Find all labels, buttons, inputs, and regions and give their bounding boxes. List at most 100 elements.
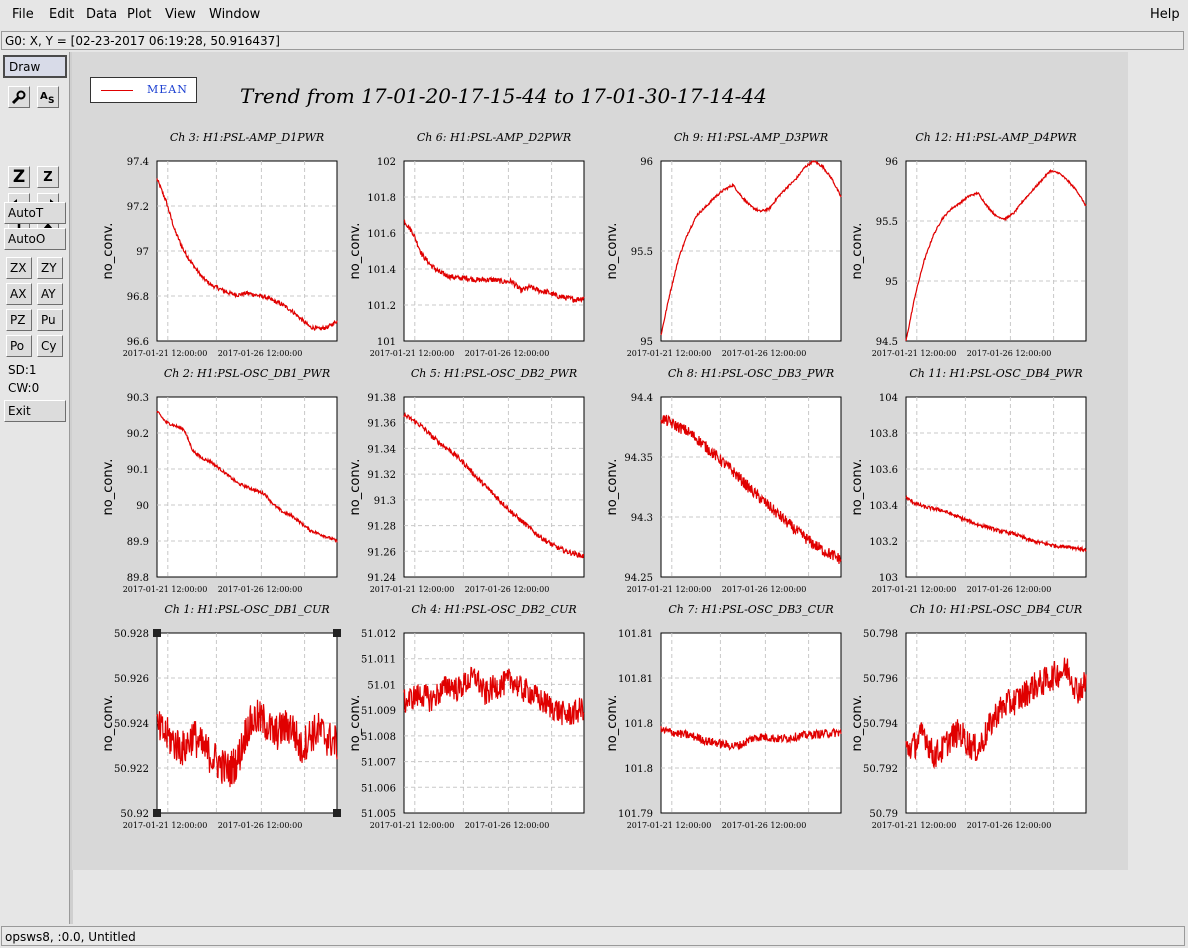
series-line bbox=[660, 414, 842, 565]
panel-title: Ch 12: H1:PSL-AMP_D4PWR bbox=[915, 131, 1076, 144]
cw-label: CW:0 bbox=[8, 381, 40, 395]
series-line bbox=[905, 657, 1087, 770]
x-tick-label: 2017-01-21 12:00:00 bbox=[627, 821, 712, 830]
legend-label: MEAN bbox=[147, 83, 188, 96]
magnify-icon[interactable] bbox=[8, 86, 30, 108]
exit-button[interactable]: Exit bbox=[4, 400, 66, 422]
x-tick-label: 2017-01-26 12:00:00 bbox=[967, 349, 1052, 358]
y-tick-label: 101.8 bbox=[367, 193, 396, 204]
series-line bbox=[905, 494, 1087, 553]
series-line bbox=[156, 699, 338, 788]
zx-button[interactable]: ZX bbox=[6, 257, 32, 279]
y-tick-label: 94.4 bbox=[631, 393, 653, 404]
y-tick-label: 95.5 bbox=[876, 217, 898, 228]
y-tick-label: 91.32 bbox=[367, 470, 396, 481]
x-tick-label: 2017-01-21 12:00:00 bbox=[370, 585, 455, 594]
zoom-z-small-icon[interactable]: Z bbox=[37, 166, 59, 188]
cy-button[interactable]: Cy bbox=[37, 335, 63, 357]
y-tick-label: 101.6 bbox=[367, 229, 396, 240]
y-axis-label: no_conv. bbox=[850, 223, 865, 280]
y-tick-label: 91.24 bbox=[367, 573, 396, 584]
zy-button[interactable]: ZY bbox=[37, 257, 63, 279]
y-axis-label: no_conv. bbox=[101, 223, 116, 280]
y-axis-label: no_conv. bbox=[348, 695, 363, 752]
autoo-button[interactable]: AutoO bbox=[4, 228, 66, 250]
y-tick-label: 101.2 bbox=[367, 301, 396, 312]
ay-button[interactable]: AY bbox=[37, 283, 63, 305]
ax-button[interactable]: AX bbox=[6, 283, 32, 305]
x-tick-label: 2017-01-21 12:00:00 bbox=[872, 349, 957, 358]
po-button[interactable]: Po bbox=[6, 335, 32, 357]
y-tick-label: 51.007 bbox=[361, 758, 396, 769]
y-tick-label: 95.5 bbox=[631, 247, 653, 258]
y-tick-label: 97 bbox=[136, 247, 149, 258]
y-tick-label: 101 bbox=[377, 337, 396, 348]
selection-handle bbox=[333, 809, 341, 817]
selection-handle bbox=[153, 809, 161, 817]
series-line bbox=[403, 666, 585, 726]
plot-frame bbox=[660, 160, 842, 342]
menu-view[interactable]: View bbox=[165, 7, 196, 22]
y-tick-label: 50.798 bbox=[863, 629, 898, 640]
x-tick-label: 2017-01-21 12:00:00 bbox=[872, 821, 957, 830]
series-line bbox=[156, 178, 338, 331]
menu-file[interactable]: File bbox=[12, 7, 34, 22]
y-axis-label: no_conv. bbox=[605, 695, 620, 752]
y-tick-label: 91.36 bbox=[367, 419, 396, 430]
y-tick-label: 103.4 bbox=[869, 501, 898, 512]
x-tick-label: 2017-01-26 12:00:00 bbox=[722, 821, 807, 830]
panel-title: Ch 5: H1:PSL-OSC_DB2_PWR bbox=[411, 367, 577, 380]
y-axis-label: no_conv. bbox=[605, 223, 620, 280]
series-line bbox=[905, 168, 1087, 341]
y-tick-label: 101.81 bbox=[618, 629, 653, 640]
draw-button[interactable]: Draw bbox=[3, 55, 67, 78]
y-axis-label: no_conv. bbox=[605, 459, 620, 516]
menu-window[interactable]: Window bbox=[209, 7, 261, 22]
y-axis-label: no_conv. bbox=[850, 459, 865, 516]
menu-edit[interactable]: Edit bbox=[49, 7, 75, 22]
y-tick-label: 96.6 bbox=[127, 337, 149, 348]
selection-handle bbox=[153, 629, 161, 637]
svg-text:A: A bbox=[40, 91, 48, 102]
y-tick-label: 96.8 bbox=[127, 292, 149, 303]
y-tick-label: 90.1 bbox=[127, 465, 149, 476]
x-tick-label: 2017-01-21 12:00:00 bbox=[627, 585, 712, 594]
menu-help[interactable]: Help bbox=[1150, 7, 1180, 22]
x-tick-label: 2017-01-21 12:00:00 bbox=[370, 821, 455, 830]
autot-button[interactable]: AutoT bbox=[4, 202, 66, 224]
pu-button[interactable]: Pu bbox=[37, 309, 63, 331]
sidebar-divider[interactable] bbox=[69, 52, 73, 924]
pz-button[interactable]: PZ bbox=[6, 309, 32, 331]
y-tick-label: 51.009 bbox=[361, 706, 396, 717]
panel-title: Ch 4: H1:PSL-OSC_DB2_CUR bbox=[411, 603, 576, 616]
legend: MEAN bbox=[90, 77, 197, 103]
y-tick-label: 89.9 bbox=[127, 537, 149, 548]
y-tick-label: 91.28 bbox=[367, 522, 396, 533]
y-tick-label: 50.924 bbox=[114, 719, 149, 730]
plot-frame bbox=[660, 632, 842, 814]
x-tick-label: 2017-01-26 12:00:00 bbox=[218, 821, 303, 830]
menu-data[interactable]: Data bbox=[86, 7, 118, 22]
panel-title: Ch 3: H1:PSL-AMP_D1PWR bbox=[170, 131, 324, 144]
panel-title: Ch 2: H1:PSL-OSC_DB1_PWR bbox=[164, 367, 330, 380]
y-tick-label: 51.006 bbox=[361, 783, 396, 794]
zoom-z-icon[interactable]: Z bbox=[8, 166, 30, 188]
y-tick-label: 101.81 bbox=[618, 674, 653, 685]
sd-label: SD:1 bbox=[8, 363, 37, 377]
y-tick-label: 95 bbox=[885, 277, 898, 288]
x-tick-label: 2017-01-26 12:00:00 bbox=[218, 585, 303, 594]
plot-frame bbox=[403, 396, 585, 578]
status-bar: opsws8, :0.0, Untitled bbox=[1, 926, 1185, 946]
y-tick-label: 90 bbox=[136, 501, 149, 512]
y-tick-label: 50.794 bbox=[863, 719, 898, 730]
selection-handle bbox=[333, 629, 341, 637]
y-tick-label: 101.79 bbox=[618, 809, 653, 820]
panel-title: Ch 6: H1:PSL-AMP_D2PWR bbox=[417, 131, 571, 144]
menu-plot[interactable]: Plot bbox=[127, 7, 152, 22]
y-tick-label: 50.922 bbox=[114, 764, 149, 775]
x-tick-label: 2017-01-21 12:00:00 bbox=[370, 349, 455, 358]
x-tick-label: 2017-01-21 12:00:00 bbox=[123, 349, 208, 358]
